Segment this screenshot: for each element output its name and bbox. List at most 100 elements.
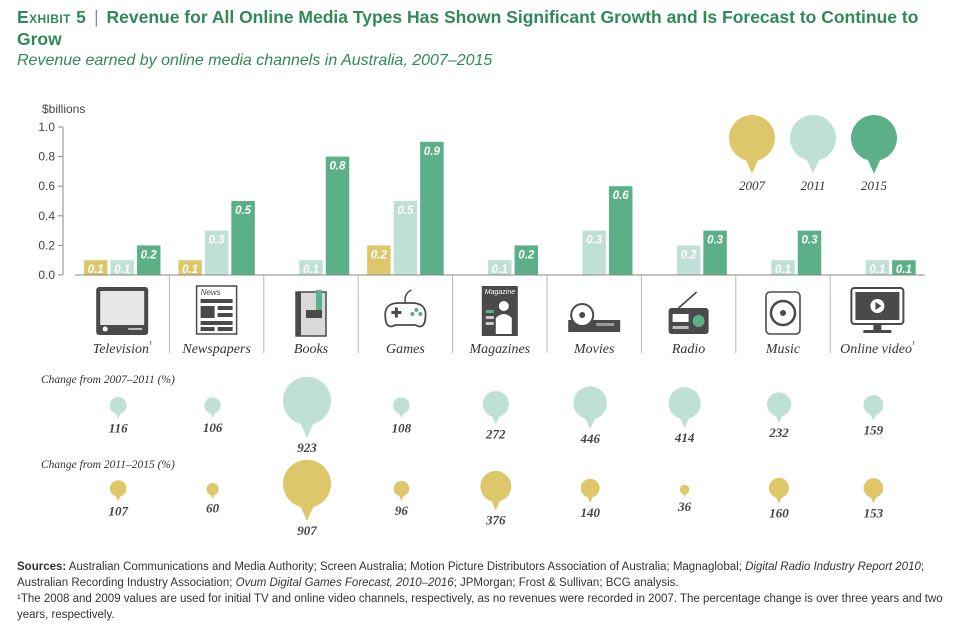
chart-header: Exhibit 5 | Revenue for All Online Media… [17, 6, 957, 70]
pad-button [410, 312, 415, 316]
bar-value-label: 0.1 [114, 264, 130, 276]
radio-grille [672, 326, 689, 329]
paper-band [200, 299, 233, 303]
sources-text-1: Australian Communications and Media Auth… [68, 561, 742, 573]
magazine-masthead: Magazine [485, 289, 515, 296]
bubble-circle [109, 480, 127, 497]
magazine-line [485, 316, 494, 319]
title-separator: | [94, 7, 99, 27]
paper-photo [200, 306, 215, 318]
bubble-tail [115, 496, 121, 502]
change-2007-2011-bubble [482, 391, 509, 425]
change-2007-2011-title: Change from 2007–2011 (%) [41, 374, 175, 386]
change-2007-2011-bubble [573, 386, 607, 429]
change-2007-2011-bubble [109, 396, 127, 419]
bar-value-label: 0.6 [613, 190, 630, 202]
book-icon [295, 290, 327, 337]
y-tick-label: 0.4 [38, 209, 55, 223]
bar-2007-1 [178, 260, 202, 275]
disc-hole [579, 312, 586, 318]
change-2011-2015-value-label: 160 [769, 506, 789, 521]
change-2007-2011-bubble [283, 376, 331, 438]
legend-label-2007: 2007 [739, 178, 766, 193]
footnote: ¹The 2008 and 2009 values are used for i… [17, 593, 943, 621]
bubble-tail [776, 497, 782, 504]
sources-italic-1: Digital Radio Industry Report 2010 [745, 561, 921, 573]
bar-value-label: 0.1 [182, 264, 198, 276]
pad-button [414, 308, 419, 312]
pad-button [418, 312, 423, 316]
change-2011-2015-title: Change from 2011–2015 (%) [41, 459, 175, 471]
bar-2011-2 [299, 260, 323, 275]
change-2007-2011-value-label: 232 [768, 425, 789, 440]
paper-line [217, 327, 233, 331]
bubble-circle [668, 387, 701, 420]
category-label: Television¹ [93, 339, 152, 357]
television-icon [96, 287, 149, 335]
change-2011-2015-bubble [109, 480, 127, 502]
sources-paragraph: Sources: Australian Communications and M… [17, 559, 957, 591]
bar-2015-5 [608, 186, 633, 275]
change-2007-2011-value-label: 446 [579, 431, 600, 446]
change-2007-2011-value-label: 106 [203, 420, 223, 435]
change-2011-2015-bubble [480, 470, 512, 511]
change-2007-2011-bubble [668, 387, 701, 429]
newspaper-icon: News [195, 285, 238, 335]
bubble-circle [851, 115, 897, 161]
bubble-tail [399, 495, 404, 501]
paper-line [200, 327, 215, 331]
bubble-circle [863, 478, 884, 498]
sources-block: Sources: Australian Communications and M… [17, 559, 957, 623]
magazine-icon: Magazine [481, 286, 518, 336]
bar-value-label: 0.1 [896, 264, 912, 276]
gamepad-icon [384, 289, 427, 328]
bar-value-label: 0.2 [518, 249, 535, 261]
bar-2015-7 [797, 230, 822, 275]
category-label: Games [386, 342, 425, 357]
change-2007-2011-bubble [204, 397, 221, 419]
bubble-tail [585, 418, 595, 429]
radio-icon [668, 291, 709, 334]
online-video-icon [850, 287, 905, 333]
bar-2015-6 [703, 230, 727, 275]
bubble-tail [870, 414, 877, 421]
category-label: Radio [671, 342, 705, 357]
chart-title: Exhibit 5 | Revenue for All Online Media… [17, 6, 957, 50]
bar-value-label: 0.1 [775, 264, 791, 276]
bar-2015-0 [136, 245, 161, 275]
category-label: Movies [573, 342, 615, 357]
bar-2011-0 [110, 260, 134, 275]
bar-value-label: 0.3 [586, 235, 603, 247]
bubble-tail [399, 413, 404, 419]
change-2011-2015-bubble [679, 484, 690, 497]
monitor-neck [873, 324, 882, 330]
sources-text-3: ; JPMorgan; Frost & Sullivan; BCG analys… [453, 577, 679, 589]
change-2011-2015-bubble [393, 480, 410, 501]
tv-speaker [128, 328, 143, 330]
bubble-circle [482, 391, 509, 418]
dvd-player-icon [568, 303, 621, 332]
bar-value-label: 0.5 [235, 205, 252, 217]
y-tick-label: 0.0 [38, 268, 55, 282]
bubble-circle [766, 392, 792, 417]
magazine-line [485, 310, 494, 313]
exhibit-number: Exhibit 5 [17, 7, 87, 27]
change-2011-2015-value-label: 153 [864, 505, 884, 520]
bar-value-label: 0.2 [141, 249, 158, 261]
legend-swatch-2011 [790, 115, 836, 174]
y-tick-label: 0.8 [38, 150, 55, 164]
bubble-circle [729, 115, 775, 161]
bar-value-label: 0.5 [397, 205, 414, 217]
legend-swatch-2007 [729, 115, 775, 174]
bubble-circle [204, 397, 221, 414]
y-tick-label: 0.2 [38, 238, 55, 252]
y-tick-label: 0.6 [38, 179, 55, 193]
bar-value-label: 0.3 [707, 235, 724, 247]
bar-value-label: 0.1 [88, 264, 104, 276]
magazine-figure-head [498, 301, 509, 311]
change-2007-2011-value-label: 272 [485, 426, 506, 441]
book-spine [296, 292, 301, 336]
paper-line [217, 313, 233, 317]
change-2011-2015-value-label: 36 [677, 499, 692, 514]
change-2011-2015-bubble [863, 478, 884, 504]
